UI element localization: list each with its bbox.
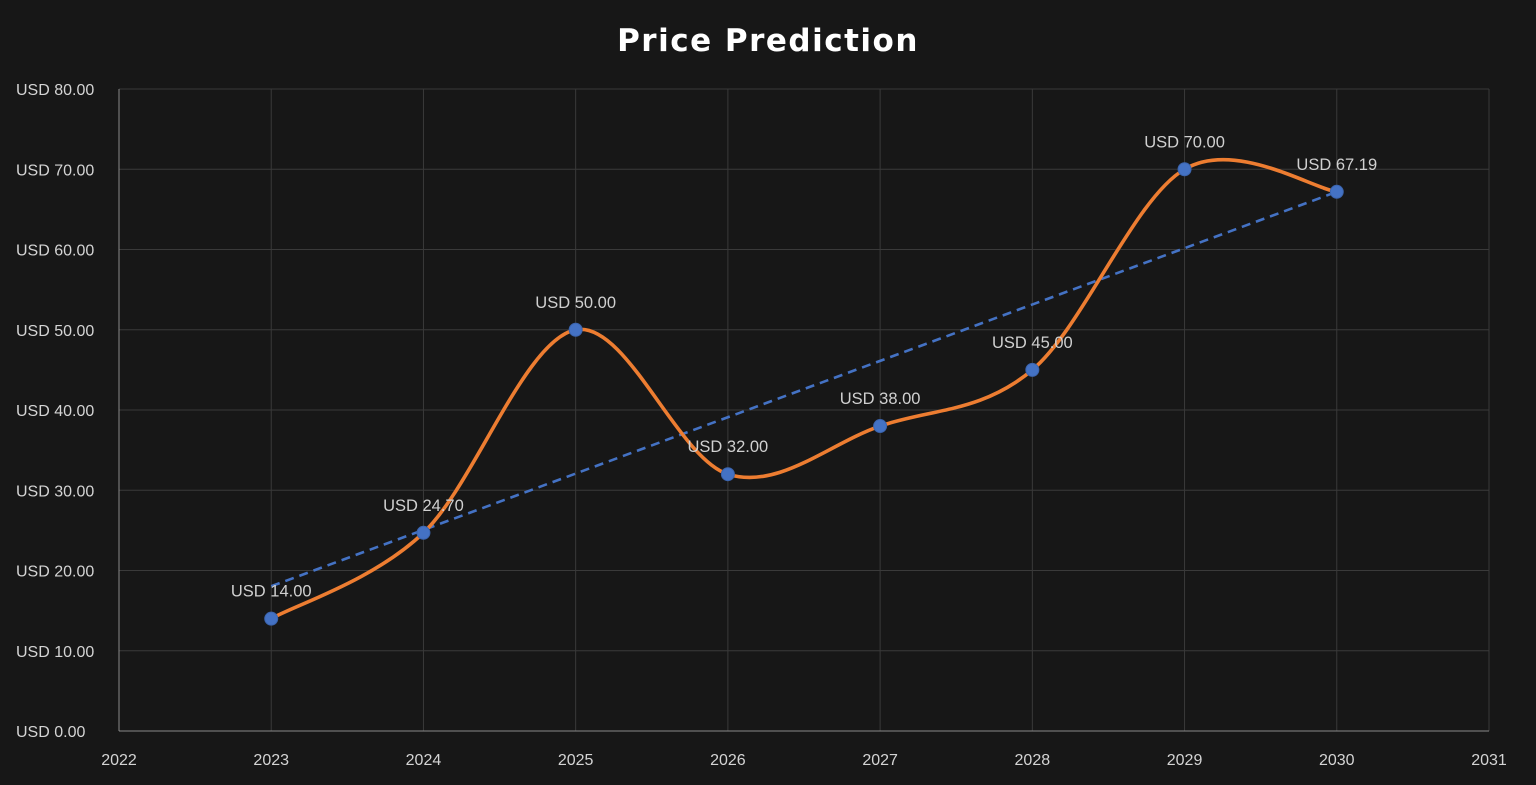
y-tick-label: USD 50.00 [16,323,94,340]
x-tick-labels: 2022 2023 2024 2025 2026 2027 2028 2029 2030 2031 [101,752,1507,769]
data-point [264,611,279,626]
data-label: USD 67.19 [1296,156,1377,174]
data-label: USD 50.00 [535,294,616,312]
x-tick-label: 2023 [253,752,289,769]
x-tick-label: 2027 [862,752,898,769]
y-tick-label: USD 80.00 [16,82,94,99]
data-point [720,467,735,482]
x-tick-label: 2029 [1167,752,1203,769]
data-label: USD 38.00 [840,390,921,408]
data-label: USD 45.00 [992,334,1073,352]
data-point [568,322,583,337]
data-labels: USD 14.00 USD 24.70 USD 50.00 USD 32.00 USD … [231,133,1377,600]
data-label: USD 24.70 [383,497,464,515]
data-point [873,419,888,434]
axes [118,89,1489,732]
y-tick-label: USD 60.00 [16,243,94,260]
x-tick-label: 2030 [1319,752,1355,769]
price-series-line [269,157,1339,621]
data-label: USD 14.00 [231,583,312,601]
data-point [1177,162,1192,177]
x-tick-label: 2024 [406,752,442,769]
data-point [1025,362,1040,377]
data-point [1329,184,1344,199]
data-label: USD 32.00 [688,438,769,456]
x-tick-label: 2026 [710,752,746,769]
x-tick-label: 2025 [558,752,594,769]
y-tick-label: USD 40.00 [16,403,94,420]
price-series [269,157,1339,621]
y-tick-labels: USD 0.00 USD 10.00 USD 20.00 USD 30.00 USD 4… [16,82,94,741]
linear-trendline [270,190,1338,588]
y-tick-label: USD 70.00 [16,162,94,179]
y-tick-label: USD 0.00 [16,724,85,741]
x-tick-label: 2031 [1471,752,1507,769]
data-point [416,525,431,540]
data-label: USD 70.00 [1144,133,1225,151]
x-tick-label: 2022 [101,752,137,769]
chart-title: Price Prediction [617,23,919,59]
y-tick-label: USD 20.00 [16,564,94,581]
x-tick-label: 2028 [1015,752,1051,769]
data-points [264,162,1344,626]
y-tick-label: USD 10.00 [16,644,94,661]
trendline [270,190,1338,588]
y-tick-label: USD 30.00 [16,483,94,500]
grid [119,88,1490,731]
